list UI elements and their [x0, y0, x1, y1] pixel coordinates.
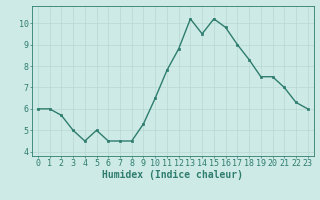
X-axis label: Humidex (Indice chaleur): Humidex (Indice chaleur) — [102, 170, 243, 180]
